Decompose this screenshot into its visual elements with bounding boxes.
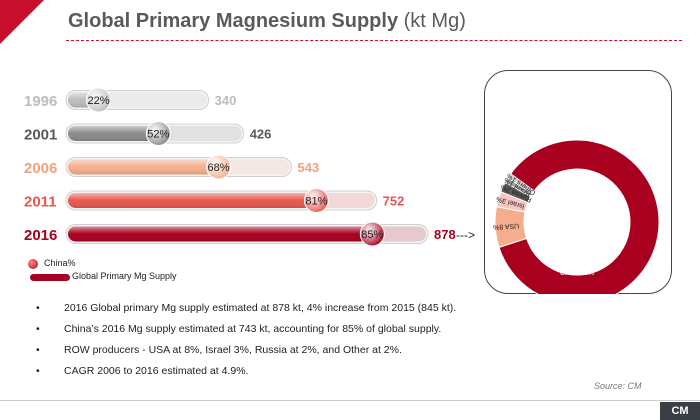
bullet-text: ROW producers - USA at 8%, Israel 3%, Ru… xyxy=(64,344,402,356)
supply-bar xyxy=(152,126,242,141)
china-share-label: 85% xyxy=(361,229,383,241)
legend-swatch-supply xyxy=(30,274,70,281)
year-label: 2001 xyxy=(24,127,57,144)
value-label: 340 xyxy=(215,93,237,108)
pie-label: USA 8% xyxy=(493,222,519,231)
year-label: 2016 xyxy=(24,227,57,244)
pie-label: China 85% xyxy=(560,270,594,277)
bar-gloss xyxy=(68,126,159,141)
china-share-bubble xyxy=(206,154,232,180)
bar-gloss xyxy=(68,226,373,242)
china-share-label: 52% xyxy=(147,129,169,141)
cm-logo: CM xyxy=(660,402,700,420)
china-share-label: 81% xyxy=(305,196,327,208)
bullet-text: 2016 Global primary Mg supply estimated … xyxy=(64,302,457,314)
bullet-dot: • xyxy=(36,323,40,335)
corner-flag xyxy=(0,0,44,44)
legend-swatch-china xyxy=(28,259,38,269)
arrow-to-pie: ---> xyxy=(456,228,475,242)
china-share-bubble xyxy=(145,121,171,146)
share-donut-chart: China 85%USA 8%Israel 3%Russia 2%Brazil … xyxy=(493,139,660,294)
pie-slice xyxy=(498,139,660,294)
bullet-dot: • xyxy=(36,365,40,377)
bullet-dot: • xyxy=(36,302,40,314)
supply-bar xyxy=(212,159,290,175)
value-label: 426 xyxy=(250,127,272,142)
bottom-rule xyxy=(0,400,700,401)
year-label: 1996 xyxy=(24,93,57,110)
supply-bar-chart: 1996 22% 340 2001 52% 426 2006 68% 543 2011 81% 752… xyxy=(24,87,475,247)
china-share-label: 22% xyxy=(87,95,109,107)
chart-title: Global Primary Magnesium Supply (kt Mg) xyxy=(68,10,466,33)
value-label: 752 xyxy=(383,194,405,209)
pie-slice xyxy=(507,173,535,195)
year-label: 2006 xyxy=(24,160,57,177)
bar-gloss xyxy=(68,193,317,208)
china-share-bubble xyxy=(85,87,111,113)
bar-gloss xyxy=(68,159,219,175)
year-label: 2011 xyxy=(24,194,57,211)
title-rule xyxy=(66,40,682,41)
china-share-bubble xyxy=(303,188,329,213)
legend-label-supply: Global Primary Mg Supply xyxy=(72,271,177,281)
bullet-dot: • xyxy=(36,344,40,356)
bullet-text: CAGR 2006 to 2016 estimated at 4.9%. xyxy=(64,365,249,377)
bullet-text: China’s 2016 Mg supply estimated at 743 … xyxy=(64,323,442,335)
title-unit: (kt Mg) xyxy=(403,10,466,32)
china-share-label: 68% xyxy=(208,162,230,174)
value-label: 543 xyxy=(297,160,319,175)
legend-label-china: China% xyxy=(44,258,76,268)
china-share-bubble xyxy=(359,221,385,247)
value-label: 878 xyxy=(434,227,456,242)
source-note: Source: CM xyxy=(594,381,642,391)
title-main: Global Primary Magnesium Supply xyxy=(68,10,399,32)
supply-bar xyxy=(92,92,207,108)
